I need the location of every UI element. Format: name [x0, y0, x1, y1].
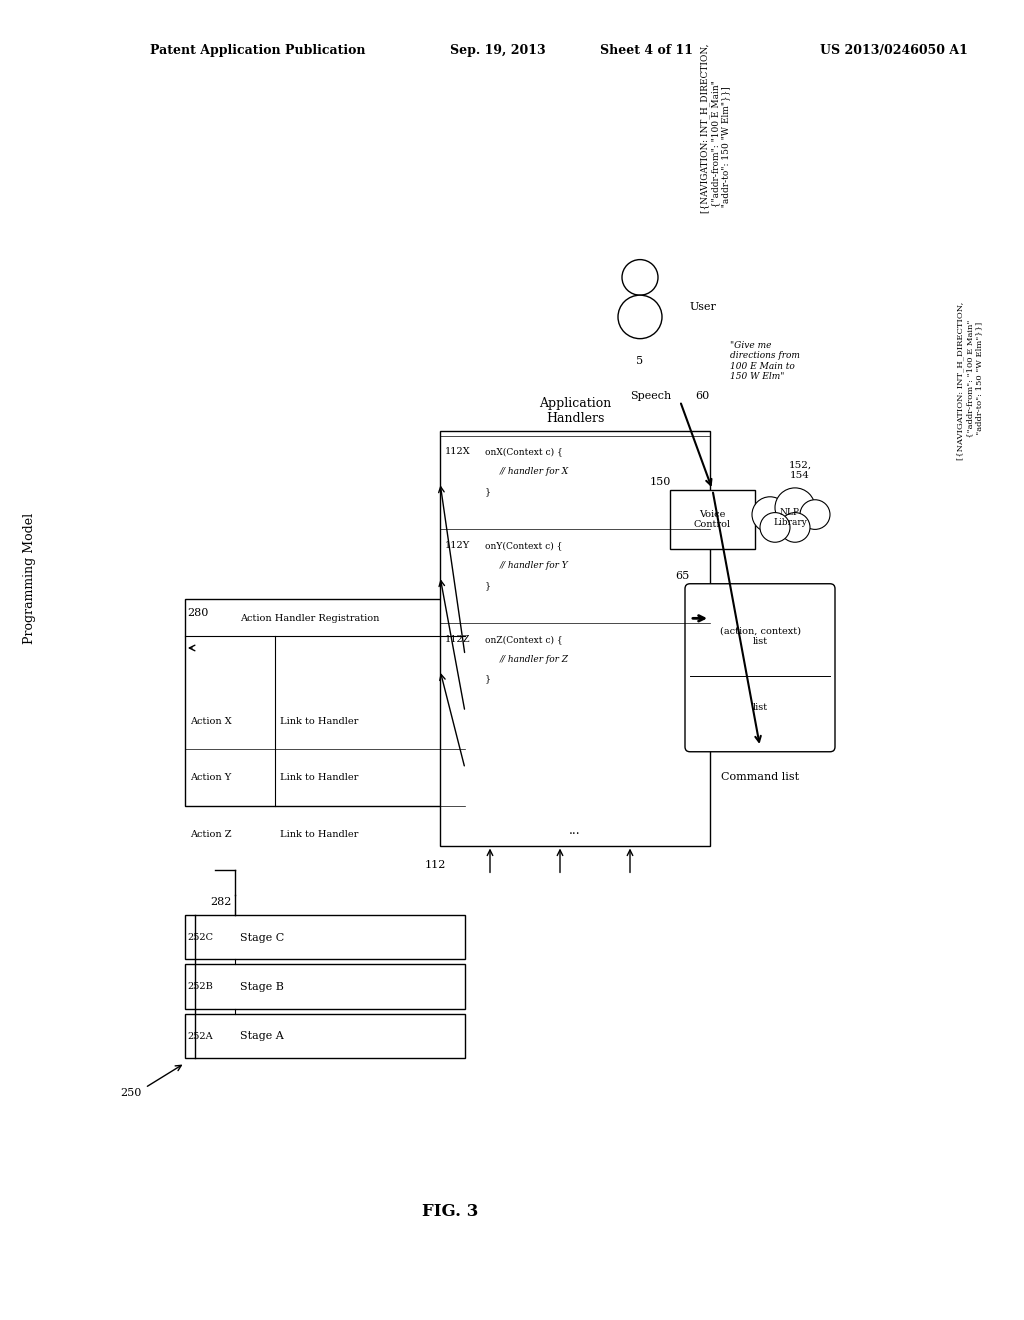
- Text: Link to Handler: Link to Handler: [280, 830, 358, 840]
- Text: NLP
Library: NLP Library: [773, 508, 807, 527]
- Circle shape: [622, 260, 658, 296]
- FancyBboxPatch shape: [185, 964, 465, 1008]
- FancyBboxPatch shape: [440, 430, 710, 846]
- Circle shape: [618, 296, 662, 339]
- Text: Application
Handlers: Application Handlers: [539, 397, 611, 425]
- Text: FIG. 3: FIG. 3: [422, 1204, 478, 1220]
- Text: 60: 60: [695, 391, 710, 401]
- Text: Voice
Control: Voice Control: [694, 510, 731, 529]
- Text: Stage B: Stage B: [240, 982, 284, 991]
- Text: onZ(Context c) {: onZ(Context c) {: [485, 635, 562, 644]
- Text: 252B: 252B: [187, 982, 213, 991]
- Text: Sheet 4 of 11: Sheet 4 of 11: [600, 44, 693, 57]
- FancyBboxPatch shape: [185, 598, 465, 807]
- Text: }: }: [485, 487, 492, 496]
- Text: Action Handler Registration: Action Handler Registration: [240, 614, 379, 623]
- Text: "Give me
directions from
100 E Main to
150 W Elm": "Give me directions from 100 E Main to 1…: [730, 341, 800, 381]
- Circle shape: [775, 488, 815, 528]
- Text: // handler for Z: // handler for Z: [500, 655, 569, 664]
- Text: [{NAVIGATION: INT_H_DIRECTION,
  {"addr-from": "100 E Main"
  "addr-to": 150 "W : [{NAVIGATION: INT_H_DIRECTION, {"addr-fr…: [700, 44, 730, 213]
- Text: US 2013/0246050 A1: US 2013/0246050 A1: [820, 44, 968, 57]
- Text: 282: 282: [210, 896, 231, 907]
- FancyBboxPatch shape: [185, 1014, 465, 1059]
- Text: 112X: 112X: [445, 447, 471, 457]
- FancyBboxPatch shape: [185, 915, 465, 960]
- Text: onX(Context c) {: onX(Context c) {: [485, 447, 563, 457]
- Text: 252A: 252A: [187, 1032, 213, 1041]
- Text: // handler for Y: // handler for Y: [500, 561, 568, 570]
- Text: User: User: [690, 302, 717, 312]
- Text: 5: 5: [637, 356, 643, 367]
- Circle shape: [780, 512, 810, 543]
- Text: 250: 250: [120, 1088, 141, 1098]
- Text: Link to Handler: Link to Handler: [280, 774, 358, 783]
- Text: 112: 112: [425, 861, 446, 870]
- Text: Action Y: Action Y: [190, 774, 231, 783]
- Text: 152,
154: 152, 154: [788, 461, 812, 479]
- Text: Patent Application Publication: Patent Application Publication: [150, 44, 366, 57]
- Text: 150: 150: [650, 477, 672, 487]
- Text: Stage C: Stage C: [240, 932, 285, 942]
- Text: list: list: [753, 702, 768, 711]
- Text: 280: 280: [187, 609, 208, 618]
- Text: 252C: 252C: [187, 933, 213, 942]
- Circle shape: [800, 500, 830, 529]
- Text: Speech: Speech: [630, 391, 672, 401]
- Text: 65: 65: [675, 570, 689, 581]
- Text: }: }: [485, 581, 492, 590]
- Circle shape: [760, 512, 790, 543]
- Text: Command list: Command list: [721, 771, 799, 781]
- Text: 112Z: 112Z: [445, 635, 471, 644]
- Text: ...: ...: [569, 824, 581, 837]
- Text: Sep. 19, 2013: Sep. 19, 2013: [450, 44, 546, 57]
- Circle shape: [752, 496, 788, 532]
- Text: onY(Context c) {: onY(Context c) {: [485, 541, 562, 550]
- Text: Stage A: Stage A: [240, 1031, 284, 1041]
- FancyBboxPatch shape: [670, 490, 755, 549]
- Text: Link to Handler: Link to Handler: [280, 717, 358, 726]
- Text: }: }: [485, 675, 492, 684]
- Text: Programming Model: Programming Model: [24, 513, 37, 644]
- Text: (action, context)
list: (action, context) list: [720, 627, 801, 645]
- FancyBboxPatch shape: [685, 583, 835, 752]
- Text: // handler for X: // handler for X: [500, 467, 569, 477]
- Text: 112Y: 112Y: [445, 541, 470, 550]
- Text: Action Z: Action Z: [190, 830, 231, 840]
- Text: [{NAVIGATION: INT_H_DIRECTION,
  {"addr-from": "100 E Main"
  "addr-to": 150 "W : [{NAVIGATION: INT_H_DIRECTION, {"addr-fr…: [956, 302, 983, 461]
- Text: Action X: Action X: [190, 717, 231, 726]
